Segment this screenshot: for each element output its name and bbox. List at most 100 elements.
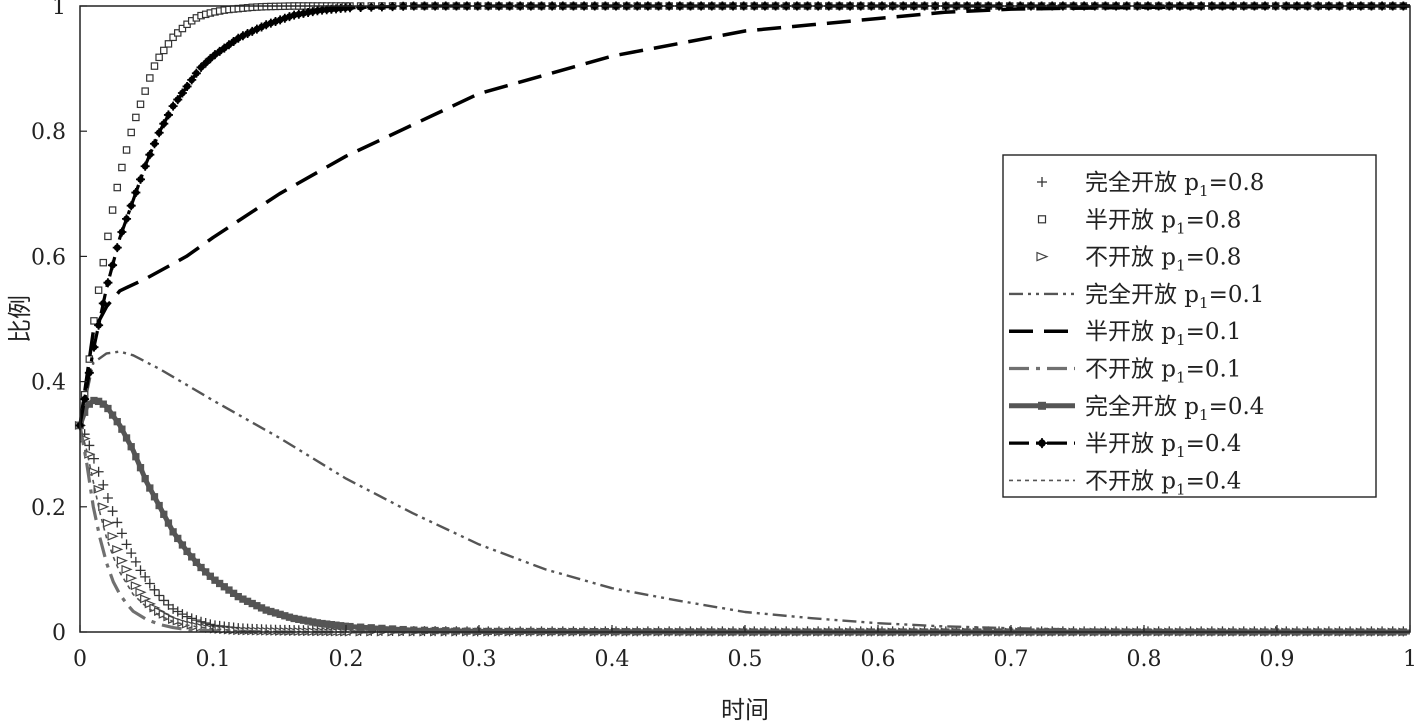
data-point xyxy=(113,418,121,426)
data-point xyxy=(163,110,173,120)
data-point xyxy=(169,528,177,536)
data-point xyxy=(197,563,205,572)
data-point xyxy=(158,595,169,606)
data-point xyxy=(420,626,429,634)
data-point xyxy=(154,128,164,138)
legend-label-name: 不开放 p xyxy=(1085,468,1176,494)
data-point xyxy=(126,573,138,583)
data-point xyxy=(104,404,112,413)
legend-label-value: =0.4 xyxy=(1186,468,1242,494)
data-point xyxy=(113,183,121,192)
legend-label-name: 半开放 p xyxy=(1085,319,1176,345)
series-8 xyxy=(79,425,1410,633)
data-point xyxy=(146,74,154,82)
x-tick-label: 0.1 xyxy=(196,647,231,672)
data-point xyxy=(168,101,178,111)
legend-swatch-marker xyxy=(1037,177,1047,187)
data-point xyxy=(122,434,131,442)
legend-label: 不开放 p1=0.8 xyxy=(1085,245,1241,275)
data-point xyxy=(118,163,126,172)
data-point xyxy=(126,548,137,559)
data-point xyxy=(99,258,108,267)
legend-label-value: =0.1 xyxy=(1186,319,1242,345)
data-point xyxy=(160,510,168,518)
y-tick-label: 0.2 xyxy=(31,496,66,521)
data-point xyxy=(144,578,155,589)
legend-item: 半开放 p1=0.8 xyxy=(1037,207,1241,237)
data-point xyxy=(84,368,94,378)
legend-label: 半开放 p1=0.4 xyxy=(1085,431,1241,461)
data-point xyxy=(102,493,113,504)
data-point xyxy=(107,531,119,541)
legend-item: 不开放 p1=0.1 xyxy=(1009,357,1241,387)
data-point xyxy=(168,603,179,614)
data-point xyxy=(201,58,211,68)
series-line xyxy=(79,425,1410,633)
data-point xyxy=(140,161,150,171)
x-tick-label: 0.2 xyxy=(329,647,364,672)
series-line xyxy=(78,4,1411,426)
legend-label-subscript: 1 xyxy=(1176,219,1186,237)
data-point xyxy=(155,501,163,510)
x-tick-label: 0.7 xyxy=(994,647,1029,672)
series-line xyxy=(78,350,1411,633)
legend-item: 不开放 p1=0.4 xyxy=(1009,468,1241,498)
data-point xyxy=(116,556,129,566)
data-point xyxy=(98,479,109,490)
data-point xyxy=(88,453,99,464)
data-point xyxy=(356,2,366,12)
data-point xyxy=(186,613,197,624)
data-point xyxy=(141,87,149,95)
legend-box xyxy=(1002,154,1377,498)
data-point xyxy=(149,584,160,595)
data-point xyxy=(108,411,117,419)
data-point xyxy=(149,139,159,149)
legend-label-name: 半开放 p xyxy=(1085,207,1176,233)
data-point xyxy=(118,425,126,433)
ticks-layer: 0 0.1 0.2 0.3 0.4 0.5 0.6 0.7 0.8 0.9 1 0 0.2 0.4 0.6 0… xyxy=(31,0,1415,672)
x-tick-label: 0.5 xyxy=(728,647,763,672)
legend-label: 不开放 p1=0.1 xyxy=(1085,357,1241,387)
data-point xyxy=(229,37,239,47)
legend-label-subscript: 1 xyxy=(1176,443,1186,461)
legend-label-value: =0.1 xyxy=(1186,357,1242,383)
data-point xyxy=(102,518,115,528)
data-point xyxy=(159,119,169,129)
data-point xyxy=(172,606,183,617)
data-point xyxy=(121,539,132,550)
data-point xyxy=(410,626,418,634)
data-point xyxy=(112,517,123,528)
data-point xyxy=(131,188,141,198)
legend-label-name: 完全开放 p xyxy=(1085,282,1199,308)
x-tick-label: 0.4 xyxy=(595,647,630,672)
x-tick-label: 0.6 xyxy=(861,647,896,672)
legend-label-value: =0.8 xyxy=(1186,245,1242,271)
data-point xyxy=(127,443,135,451)
legend-label-value: =0.8 xyxy=(1209,170,1265,196)
y-tick-label: 0 xyxy=(52,621,66,646)
data-point xyxy=(192,558,201,567)
data-point xyxy=(121,564,133,574)
data-point xyxy=(98,298,108,308)
legend-label: 半开放 p1=0.8 xyxy=(1085,207,1241,237)
legend-label-subscript: 1 xyxy=(1176,331,1186,349)
data-point xyxy=(126,201,136,211)
data-point xyxy=(135,587,147,597)
data-point xyxy=(174,534,182,543)
data-point xyxy=(177,88,187,98)
data-point xyxy=(103,278,113,288)
data-point xyxy=(178,24,187,33)
data-point xyxy=(210,50,220,60)
data-point xyxy=(219,43,229,53)
data-point xyxy=(182,611,193,622)
legend-label-name: 不开放 p xyxy=(1085,357,1176,383)
x-tick-label: 0.3 xyxy=(462,647,497,672)
data-point xyxy=(80,394,90,404)
data-point xyxy=(155,53,163,62)
data-point xyxy=(107,506,118,517)
data-point xyxy=(463,627,471,635)
data-point xyxy=(146,484,154,492)
data-point xyxy=(367,624,375,632)
legend-item: 完全开放 p1=0.8 xyxy=(1037,170,1264,200)
